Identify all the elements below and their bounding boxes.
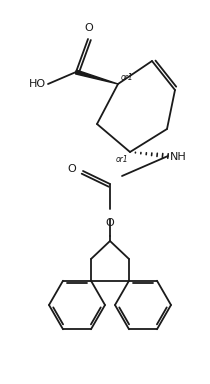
Text: O: O	[67, 164, 76, 174]
Text: NH: NH	[170, 152, 187, 162]
Text: HO: HO	[29, 79, 46, 89]
Text: O: O	[85, 23, 93, 33]
Polygon shape	[75, 70, 118, 84]
Text: or1: or1	[115, 155, 128, 164]
Text: O: O	[106, 218, 114, 228]
Text: or1: or1	[121, 73, 134, 82]
